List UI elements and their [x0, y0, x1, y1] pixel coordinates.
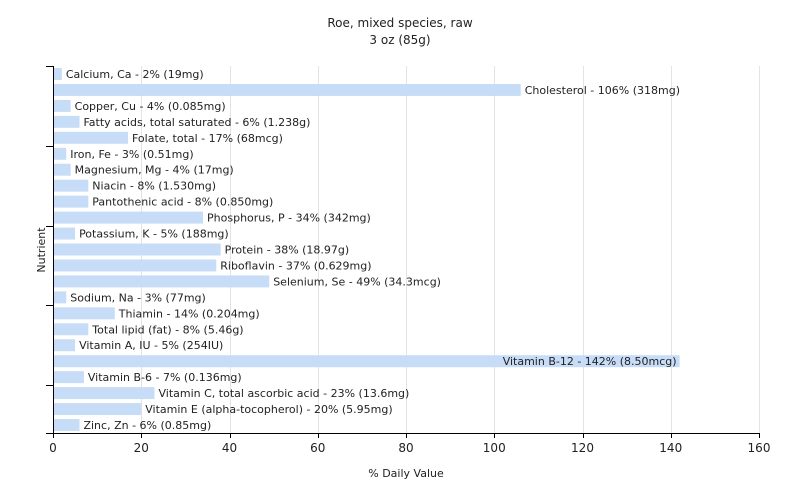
bar-label: Vitamin B-12 - 142% (8.50mcg)	[503, 355, 677, 368]
bar-label: Selenium, Se - 49% (34.3mcg)	[273, 275, 441, 288]
bar	[54, 211, 204, 224]
bar	[54, 163, 71, 176]
x-tick-label: 120	[571, 441, 594, 455]
bar-label: Folate, total - 17% (68mcg)	[132, 132, 283, 145]
bar-label: Magnesium, Mg - 4% (17mg)	[75, 164, 234, 177]
bar-label: Phosphorus, P - 34% (342mg)	[207, 212, 371, 225]
x-tick-label: 140	[659, 441, 682, 455]
bar	[54, 371, 84, 384]
x-tick-label: 80	[398, 441, 413, 455]
bar	[54, 227, 76, 240]
bar-label: Protein - 38% (18.97g)	[225, 244, 350, 257]
bar	[54, 291, 67, 304]
bar	[54, 355, 680, 368]
bar	[54, 83, 521, 96]
bar	[54, 147, 67, 160]
x-tick-label: 40	[222, 441, 237, 455]
bars: Calcium, Ca - 2% (19mg) Cholesterol - 106…	[54, 68, 680, 432]
bar-label: Vitamin E (alpha-tocopherol) - 20% (5.95…	[145, 403, 392, 416]
bar-label: Zinc, Zn - 6% (0.85mg)	[83, 419, 211, 432]
bar-label: Riboflavin - 37% (0.629mg)	[220, 259, 371, 272]
x-tick-label: 100	[483, 441, 506, 455]
bar	[54, 99, 71, 112]
bar	[54, 195, 89, 208]
chart-subtitle: 3 oz (85g)	[369, 33, 430, 47]
x-tick-label: 0	[49, 441, 57, 455]
bar	[54, 307, 115, 320]
bar	[54, 275, 270, 288]
bar-label: Cholesterol - 106% (318mg)	[525, 84, 680, 97]
bar-label: Total lipid (fat) - 8% (5.46g)	[91, 323, 243, 336]
bar-label: Fatty acids, total saturated - 6% (1.238…	[83, 116, 310, 129]
y-ticks	[46, 66, 53, 434]
bar	[54, 259, 217, 272]
bar	[54, 67, 62, 80]
bar	[54, 179, 89, 192]
chart-title: Roe, mixed species, raw	[327, 16, 472, 30]
x-axis-label: % Daily Value	[368, 467, 444, 480]
bar-label: Vitamin B-6 - 7% (0.136mg)	[88, 371, 242, 384]
x-tick-label: 20	[134, 441, 149, 455]
bar	[54, 131, 129, 144]
bar	[54, 115, 80, 128]
bar	[54, 243, 221, 256]
bar-label: Potassium, K - 5% (188mg)	[79, 228, 229, 241]
bar	[54, 419, 80, 432]
bar	[54, 403, 142, 416]
bar-label: Copper, Cu - 4% (0.085mg)	[75, 100, 226, 113]
bar-label: Iron, Fe - 3% (0.51mg)	[70, 148, 193, 161]
grid	[141, 66, 760, 433]
bar-label: Calcium, Ca - 2% (19mg)	[66, 68, 204, 81]
x-tick-label: 160	[748, 441, 771, 455]
bar-label: Vitamin C, total ascorbic acid - 23% (13…	[158, 387, 409, 400]
bar	[54, 323, 89, 336]
bar-label: Vitamin A, IU - 5% (254IU)	[79, 339, 223, 352]
x-ticks: 0 20 40 60 80 100 120 140 160	[49, 433, 770, 455]
bar	[54, 387, 155, 400]
x-tick-label: 60	[310, 441, 325, 455]
bar-label: Thiamin - 14% (0.204mg)	[118, 307, 260, 320]
bar-label: Pantothenic acid - 8% (0.850mg)	[92, 196, 273, 209]
bar-label: Sodium, Na - 3% (77mg)	[70, 291, 206, 304]
y-axis-label: Nutrient	[35, 227, 48, 273]
bar	[54, 339, 76, 352]
bar-label: Niacin - 8% (1.530mg)	[92, 180, 216, 193]
